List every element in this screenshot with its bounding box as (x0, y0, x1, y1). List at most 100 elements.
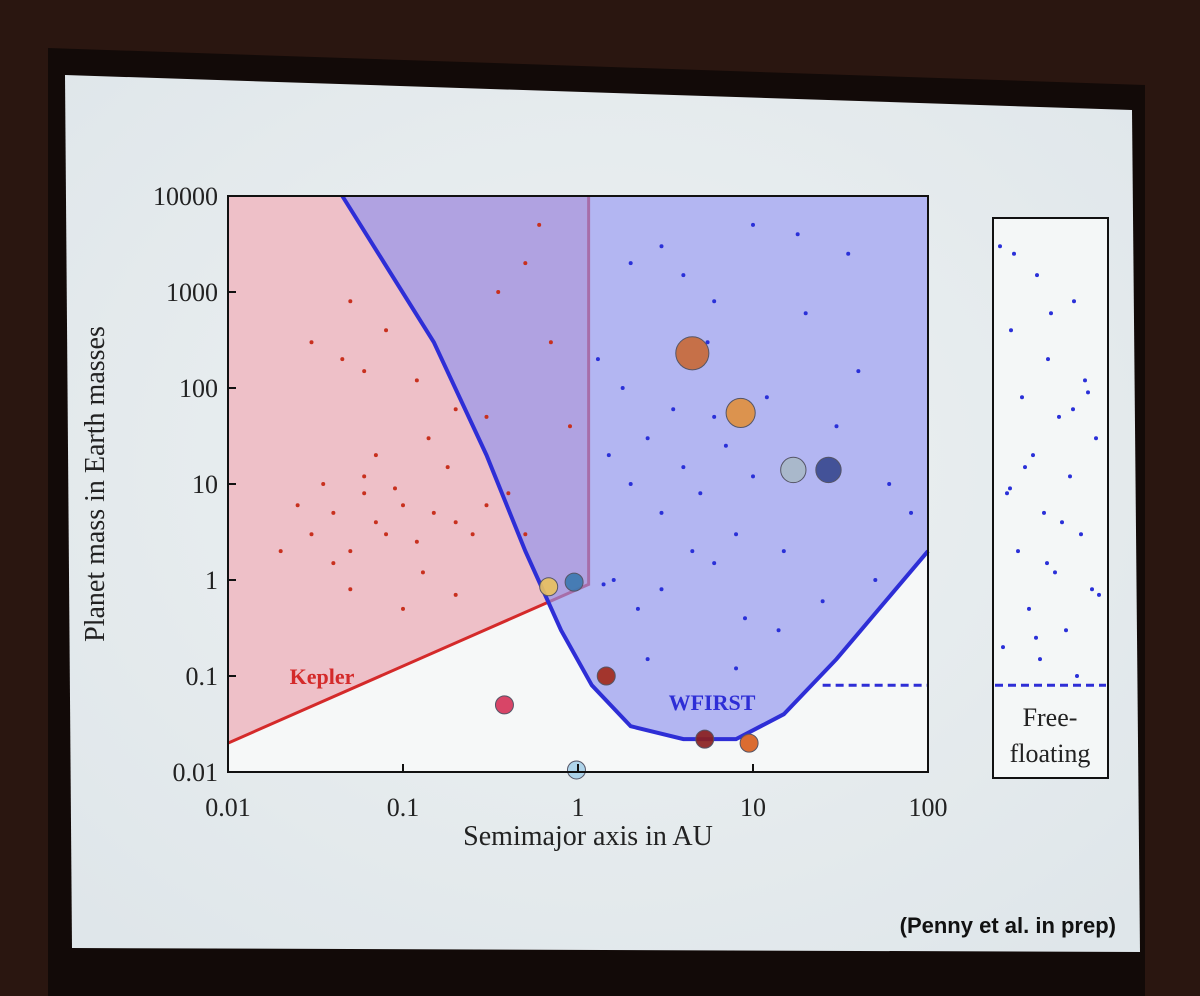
planet (739, 733, 759, 753)
planet (494, 695, 514, 715)
simulated-planet (723, 443, 728, 448)
x-tick-label: 0.1 (387, 793, 420, 822)
x-tick-label: 1 (572, 793, 585, 822)
simulated-planet (348, 549, 353, 554)
panel-frame (992, 217, 1109, 779)
simulated-planet (873, 578, 878, 582)
simulated-planet (856, 369, 861, 374)
simulated-planet (506, 491, 511, 496)
planet (539, 577, 559, 597)
simulated-planet (278, 549, 283, 554)
simulated-planet (611, 578, 616, 582)
planet (564, 572, 584, 592)
free-floating-planet (1083, 378, 1087, 383)
simulated-planet (362, 474, 367, 479)
simulated-planet (348, 587, 353, 592)
planet (815, 456, 842, 484)
free-floating-planet (1027, 606, 1031, 611)
region-boundary (340, 194, 930, 742)
free-floating-planet (1008, 486, 1012, 491)
simulated-planet (645, 436, 650, 441)
simulated-planet (401, 503, 405, 508)
simulated-planet (453, 592, 458, 597)
simulated-planet (362, 491, 367, 496)
simulated-planet (606, 453, 611, 458)
simulated-planet (445, 465, 450, 470)
simulated-planet (373, 453, 378, 458)
simulated-planet (659, 510, 664, 515)
free-floating-planet (1086, 390, 1090, 395)
simulated-planet (659, 587, 664, 592)
simulated-planet (781, 549, 786, 554)
x-tick-label: 100 (909, 793, 948, 822)
x-tick-label: 0.01 (205, 793, 251, 822)
simulated-planet (321, 482, 326, 486)
simulated-planet (331, 510, 336, 515)
simulated-planet (645, 657, 650, 662)
x-axis-label: Semimajor axis in AU (463, 821, 713, 852)
free-floating-planet (1012, 251, 1016, 256)
free-floating-planet (1020, 395, 1024, 400)
simulated-planet (887, 482, 892, 486)
free-floating-planet (1057, 414, 1061, 419)
credit: (Penny et al. in prep) (900, 913, 1116, 938)
free-floating-planet (998, 244, 1002, 249)
panel-area (993, 218, 1108, 778)
free-floating-planet (1034, 635, 1038, 640)
free-floating-planet (1068, 474, 1072, 479)
simulated-planet (846, 251, 851, 256)
simulated-planet (764, 395, 769, 400)
y-tick-label: 1 (205, 566, 218, 595)
simulated-planet (426, 436, 431, 441)
free-floating-planet (1090, 587, 1094, 592)
region-fill (342, 196, 928, 740)
simulated-planet (523, 532, 528, 537)
planet (566, 760, 586, 780)
free-floating-planet (1075, 674, 1079, 678)
simulated-planet (909, 510, 914, 515)
simulated-planet (384, 328, 389, 333)
free-floating-planet (1031, 453, 1035, 458)
simulated-planet (734, 532, 739, 537)
simulated-planet (414, 378, 419, 383)
simulated-planet (595, 357, 600, 362)
planet (675, 336, 710, 371)
simulated-planet (834, 424, 839, 429)
x-tick-label: 10 (740, 793, 766, 822)
free-floating-planet (1001, 645, 1005, 650)
simulated-planet (671, 407, 676, 412)
free-floating-planet (1046, 357, 1050, 362)
simulated-planet (548, 340, 553, 345)
simulated-planet (401, 606, 405, 611)
simulated-planet (309, 532, 314, 537)
free-floating-planet (1005, 491, 1009, 496)
y-axis-label: Planet mass in Earth masses (80, 326, 111, 642)
simulated-planet (628, 261, 633, 266)
simulated-planet (496, 290, 501, 294)
y-tick-label: 0.1 (186, 662, 219, 691)
free-floating-planet (1064, 628, 1068, 633)
simulated-planet (484, 503, 489, 508)
free-floating-label: Free- (1023, 703, 1078, 732)
simulated-planet (803, 311, 808, 316)
simulated-planet (742, 616, 747, 621)
free-floating-planet (1053, 570, 1057, 575)
simulated-planet (698, 491, 703, 496)
simulated-planet (453, 520, 458, 525)
simulated-planet (628, 482, 633, 486)
simulated-planet (523, 261, 528, 266)
simulated-planet (705, 340, 710, 345)
y-tick-label: 10000 (153, 182, 218, 211)
y-tick-label: 100 (179, 374, 218, 403)
free-floating-planet (1072, 299, 1076, 304)
simulated-planet (751, 474, 755, 479)
simulated-planet (420, 570, 425, 575)
free-floating-planet (1045, 561, 1049, 566)
simulated-planet (681, 273, 686, 278)
simulated-planet (470, 532, 475, 537)
free-floating-planet (1038, 657, 1042, 662)
free-floating-planet (1097, 592, 1101, 597)
simulated-planet (362, 369, 367, 374)
